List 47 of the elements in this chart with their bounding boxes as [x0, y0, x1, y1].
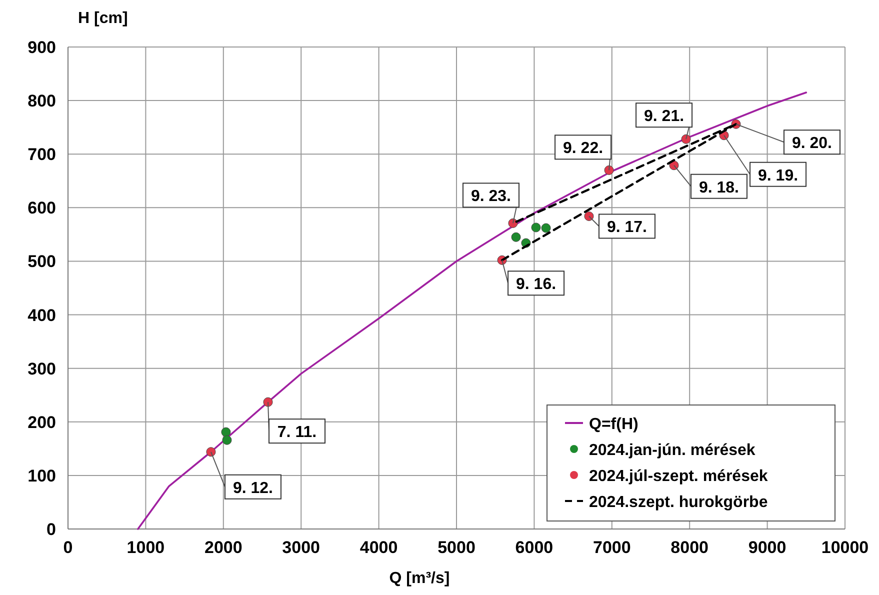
annotation: 9. 18. [698, 179, 739, 196]
y-tick-label: 500 [28, 252, 56, 272]
point [604, 165, 614, 175]
y-tick-label: 300 [28, 359, 56, 378]
y-tick-label: 800 [28, 92, 56, 111]
x-tick-label: 10000 [821, 538, 869, 557]
x-axis-title: Q [m³/s] [389, 570, 450, 587]
point [541, 223, 551, 233]
x-tick-label: 4000 [360, 538, 398, 557]
x-tick-label: 9000 [748, 538, 786, 557]
annotation: 9. 20. [792, 135, 832, 152]
y-tick-label: 100 [28, 466, 56, 486]
x-tick-label: 6000 [515, 538, 554, 557]
y-tick-label: 900 [28, 38, 56, 57]
annotation: 9. 12. [232, 480, 273, 497]
point [681, 134, 691, 144]
y-tick-label: 400 [28, 306, 56, 325]
y-axis-title: H [cm] [78, 10, 128, 27]
x-tick-label: 7000 [592, 538, 631, 557]
annotation: 9. 16. [516, 276, 556, 294]
legend-label: 2024.jan-jún. mérések [589, 442, 756, 459]
x-tick-label: 3000 [282, 538, 320, 557]
legend-label: Q=f(H) [589, 416, 638, 433]
x-tick-label: 8000 [670, 538, 709, 557]
point [206, 447, 216, 457]
x-tick-label: 0 [63, 538, 73, 557]
annotation: 9. 17. [606, 219, 647, 236]
annotation: 9. 19. [758, 167, 798, 184]
legend-label: 2024.szept. hurokgörbe [589, 494, 768, 511]
x-tick-label: 5000 [438, 538, 476, 557]
point [511, 232, 521, 242]
y-tick-label: 0 [46, 520, 56, 539]
point [222, 435, 232, 445]
x-tick-label: 2000 [204, 538, 242, 557]
legend-label: 2024.júl-szept. mérések [589, 468, 768, 485]
y-tick-label: 700 [28, 145, 56, 164]
annotation: 9. 21. [644, 108, 684, 126]
y-tick-label: 600 [28, 198, 56, 218]
point [531, 222, 541, 232]
annotation: 9. 23. [470, 188, 512, 206]
annotation: 7. 11. [277, 424, 317, 442]
point [221, 427, 231, 437]
point [584, 211, 594, 221]
line-series [137, 92, 808, 530]
x-tick-label: 1000 [126, 538, 165, 557]
annotation: 9. 22. [563, 140, 604, 158]
y-tick-label: 200 [28, 412, 56, 432]
